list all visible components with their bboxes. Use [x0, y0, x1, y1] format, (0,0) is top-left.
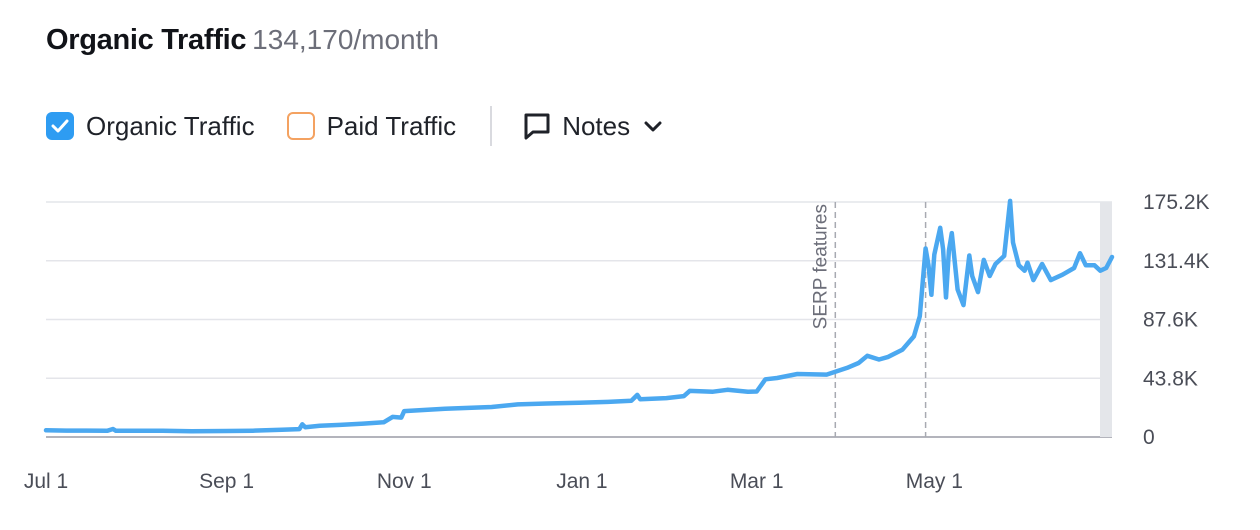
paid-traffic-label: Paid Traffic — [326, 110, 457, 141]
paid-traffic-toggle[interactable]: Paid Traffic — [286, 110, 457, 142]
organic-traffic-toggle[interactable]: Organic Traffic — [46, 111, 255, 142]
paid-checkbox[interactable] — [286, 112, 315, 140]
y-tick-label: 87.6K — [1143, 309, 1198, 332]
x-axis: Sep 1 Nov 1 Jan 1 Mar 1 May 1 Jul 1 — [24, 470, 963, 493]
chevron-down-icon — [644, 121, 662, 132]
series-layer — [43, 198, 1115, 434]
x-tick-label: May 1 — [906, 470, 963, 493]
notes-label: Notes — [562, 110, 631, 141]
controls-divider — [490, 106, 493, 146]
check-icon — [51, 119, 69, 133]
y-tick-label: 175.2K — [1143, 191, 1210, 214]
series-line-organic-traffic — [43, 198, 1115, 434]
y-tick-label: 0 — [1143, 426, 1155, 449]
chart-title: Organic Traffic — [46, 24, 247, 56]
notes-dropdown[interactable]: Notes — [522, 111, 664, 142]
chart-header: Organic Traffic 134,170/month — [46, 24, 439, 57]
series-controls: Organic Traffic Paid Traffic Notes — [46, 106, 664, 146]
x-tick-label: Nov 1 — [377, 470, 432, 493]
note-icon — [524, 113, 550, 140]
traffic-chart: SERP features 0 43.8K 87.6K 131.4K 175.2K Se… — [24, 191, 1210, 493]
y-tick-label: 131.4K — [1143, 250, 1210, 273]
chart-annotations: SERP features — [810, 202, 927, 437]
x-tick-label: Jul 1 — [24, 470, 68, 493]
chart-grid — [46, 201, 1112, 438]
organic-checkbox[interactable] — [46, 112, 74, 140]
x-tick-label: Mar 1 — [730, 470, 784, 493]
y-tick-label: 43.8K — [1143, 367, 1198, 390]
annotation-label: SERP features — [810, 204, 831, 329]
x-tick-label: Sep 1 — [199, 470, 254, 493]
latest-data-band — [1100, 202, 1112, 437]
traffic-summary: 134,170/month — [252, 24, 439, 55]
y-axis: 0 43.8K 87.6K 131.4K 175.2K — [1143, 191, 1210, 449]
organic-traffic-label: Organic Traffic — [86, 110, 255, 141]
x-tick-label: Jan 1 — [556, 470, 607, 493]
